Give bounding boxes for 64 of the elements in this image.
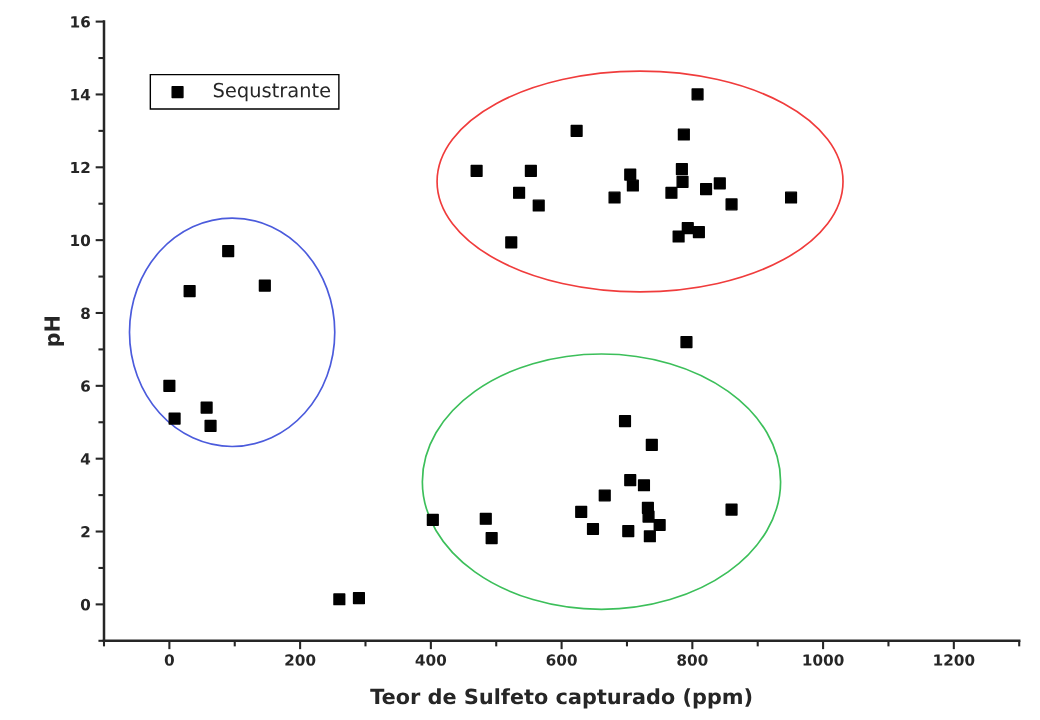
legend-label: Sequstrante	[213, 82, 331, 102]
point	[645, 438, 658, 451]
y-tick-label: 6	[81, 380, 90, 392]
point	[532, 199, 545, 212]
point	[183, 285, 196, 298]
point	[676, 175, 689, 188]
point	[505, 236, 518, 249]
point	[665, 186, 678, 199]
point	[168, 412, 181, 425]
point	[642, 510, 655, 523]
y-tick-label: 4	[80, 453, 91, 465]
y-tick-label: 10	[71, 234, 91, 247]
x-tick-label: 1200	[934, 654, 975, 666]
point	[163, 379, 176, 392]
point	[692, 226, 705, 239]
point	[622, 525, 635, 538]
y-tick-label: 12	[71, 161, 90, 174]
point	[352, 592, 366, 605]
point	[222, 244, 235, 258]
point	[675, 163, 688, 176]
point	[784, 191, 798, 204]
point	[637, 479, 651, 492]
point	[725, 503, 738, 516]
point	[204, 419, 217, 432]
y-tick-label: 2	[81, 525, 90, 538]
point	[485, 532, 498, 545]
y-tick-label: 0	[80, 598, 91, 611]
point	[586, 522, 600, 536]
point	[653, 518, 666, 532]
x-axis-title: Teor de Sulfeto capturado (ppm)	[370, 688, 752, 709]
point	[699, 183, 713, 196]
point	[624, 474, 637, 487]
point	[608, 191, 621, 204]
point	[598, 489, 611, 502]
x-tick-label: 0	[164, 654, 174, 666]
x-tick-label: 1000	[803, 654, 844, 666]
point	[470, 164, 483, 178]
y-tick-label: 14	[71, 89, 91, 101]
point	[200, 401, 213, 414]
point	[333, 593, 346, 606]
point	[643, 530, 656, 543]
point	[680, 336, 693, 349]
x-tick-label: 800	[677, 654, 708, 666]
y-tick-label: 16	[71, 16, 90, 28]
point	[691, 88, 704, 101]
point	[524, 164, 537, 178]
point	[618, 415, 632, 428]
point	[570, 124, 583, 137]
point	[681, 222, 694, 235]
point	[672, 230, 685, 243]
y-tick-label: 8	[81, 307, 90, 320]
point	[426, 513, 439, 526]
point	[575, 505, 588, 518]
x-tick-label: 400	[415, 654, 447, 666]
point	[713, 177, 726, 190]
point	[258, 279, 271, 292]
x-tick-label: 200	[285, 654, 316, 666]
point	[513, 186, 526, 199]
point	[677, 128, 690, 141]
point	[626, 179, 639, 192]
point	[725, 198, 738, 211]
point	[479, 512, 492, 525]
x-tick-label: 600	[546, 654, 577, 666]
y-axis-title: pH	[44, 316, 64, 346]
